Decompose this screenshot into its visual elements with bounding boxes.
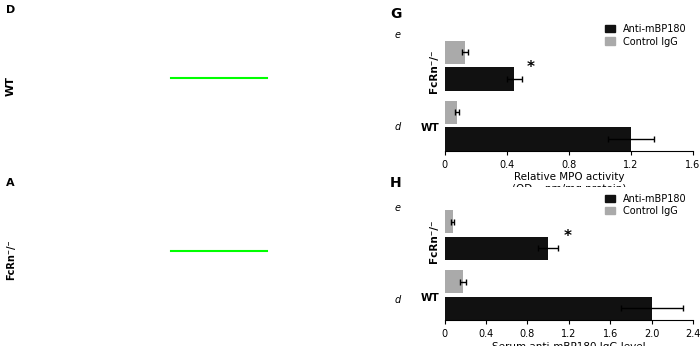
Text: B: B bbox=[156, 178, 164, 188]
Text: G: G bbox=[390, 7, 401, 21]
Bar bbox=[444, 67, 514, 91]
Text: d: d bbox=[253, 277, 259, 288]
Text: H: H bbox=[390, 176, 402, 190]
Bar bbox=[444, 101, 457, 124]
X-axis label: Relative MPO activity
(OD₄₆₀nm/mg protein): Relative MPO activity (OD₄₆₀nm/mg protei… bbox=[512, 172, 626, 194]
Bar bbox=[444, 270, 463, 293]
Legend: Anti-mBP180, Control IgG: Anti-mBP180, Control IgG bbox=[603, 22, 688, 48]
Text: d: d bbox=[395, 122, 401, 132]
Text: F: F bbox=[293, 5, 300, 15]
Text: D: D bbox=[6, 5, 15, 15]
Bar bbox=[444, 237, 548, 260]
Bar bbox=[444, 40, 465, 64]
Text: d: d bbox=[395, 295, 401, 305]
Bar bbox=[444, 210, 453, 234]
Text: E: E bbox=[156, 5, 164, 15]
Text: FcRn⁻/⁻: FcRn⁻/⁻ bbox=[6, 239, 16, 280]
Text: C: C bbox=[293, 178, 301, 188]
Bar bbox=[444, 127, 631, 151]
Text: A: A bbox=[6, 178, 15, 188]
Bar bbox=[444, 297, 652, 320]
Text: e: e bbox=[395, 30, 400, 40]
Text: e: e bbox=[395, 203, 400, 213]
Text: *: * bbox=[527, 60, 535, 75]
Text: WT: WT bbox=[6, 76, 16, 97]
Text: *: * bbox=[564, 229, 572, 244]
Text: e: e bbox=[253, 213, 259, 224]
Text: e: e bbox=[253, 40, 259, 51]
Legend: Anti-mBP180, Control IgG: Anti-mBP180, Control IgG bbox=[603, 192, 688, 218]
Text: d: d bbox=[253, 104, 259, 115]
X-axis label: Serum anti-mBP180 IgG level
(relative OD reading): Serum anti-mBP180 IgG level (relative OD… bbox=[492, 342, 645, 346]
